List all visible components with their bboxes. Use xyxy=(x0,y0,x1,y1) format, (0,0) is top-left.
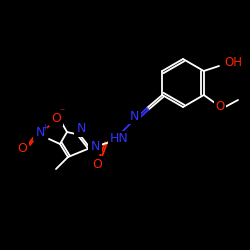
Text: O: O xyxy=(51,112,61,124)
Text: N: N xyxy=(35,126,45,140)
Text: OH: OH xyxy=(224,56,242,68)
Text: O: O xyxy=(92,158,102,170)
Text: HN: HN xyxy=(110,132,128,145)
Text: N: N xyxy=(76,122,86,136)
Text: O: O xyxy=(216,100,224,114)
Text: N: N xyxy=(90,140,100,152)
Text: N: N xyxy=(129,110,139,122)
Text: ⁻: ⁻ xyxy=(60,107,64,117)
Text: +: + xyxy=(42,124,48,132)
Text: O: O xyxy=(17,142,27,154)
